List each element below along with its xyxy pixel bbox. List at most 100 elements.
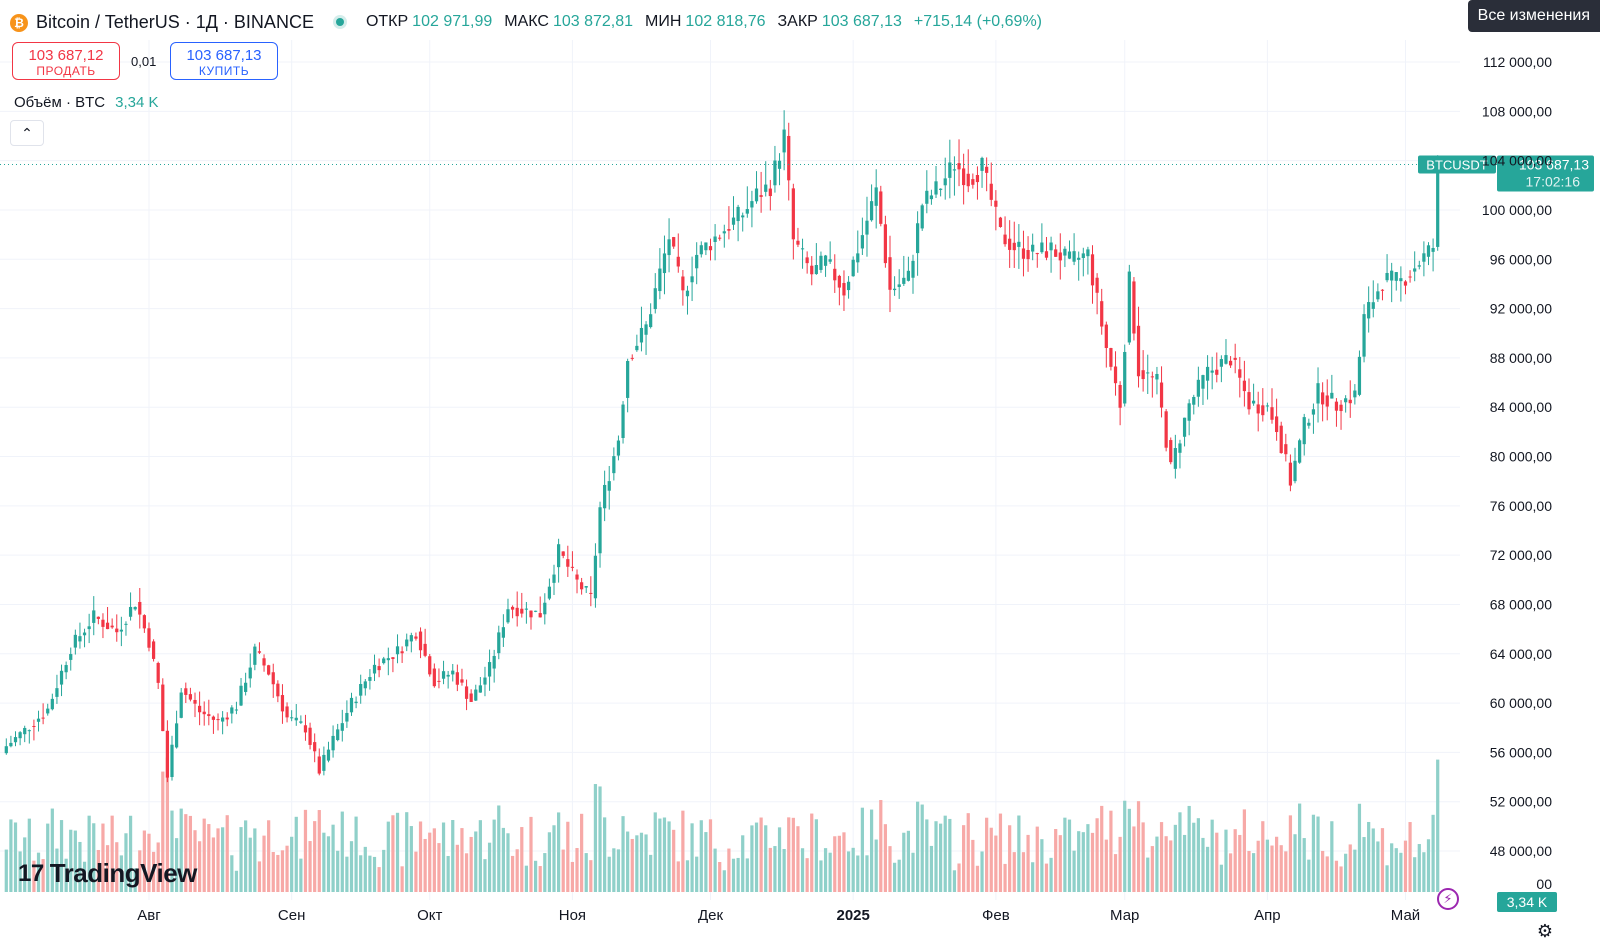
candle-body — [510, 606, 515, 610]
candle-body — [543, 602, 547, 615]
candle-body — [432, 668, 436, 687]
volume-bar — [612, 848, 616, 892]
volume-bar — [626, 831, 630, 892]
candle-body — [856, 253, 860, 263]
volume-bar — [1390, 843, 1394, 892]
volume-bar — [395, 812, 400, 892]
volume-bar — [207, 824, 211, 892]
candle-body — [1150, 376, 1154, 378]
volume-bar — [1063, 817, 1067, 892]
volume-bar — [897, 859, 901, 892]
volume-bar — [1003, 863, 1007, 892]
grid-layer — [0, 40, 1460, 900]
volume-bar — [170, 810, 174, 892]
candle-body — [741, 215, 745, 218]
candle-body — [253, 646, 257, 665]
candle-body — [745, 209, 749, 214]
volume-bar — [846, 851, 851, 892]
y-tick-label: 100 000,00 — [1482, 202, 1552, 218]
volume-bar — [73, 830, 77, 892]
candle-body — [754, 188, 759, 202]
volume-bar — [1081, 832, 1085, 892]
volume-bar — [1058, 835, 1062, 892]
volume-bar — [345, 856, 349, 892]
volume-bar — [556, 812, 561, 892]
candle-body — [382, 658, 386, 664]
volume-bar — [474, 831, 478, 892]
symbol-title[interactable]: Bitcoin / TetherUS · 1Д · BINANCE — [36, 11, 314, 32]
volume-bar — [727, 848, 731, 892]
candle-body — [695, 254, 699, 269]
volume-bar — [92, 823, 96, 892]
volume-legend[interactable]: Объём · BTC 3,34 K — [14, 94, 159, 111]
candle-body — [837, 275, 841, 288]
collapse-legend-button[interactable]: ⌃ — [10, 120, 44, 146]
candle-body — [78, 636, 82, 642]
candle-body — [55, 688, 59, 697]
candle-body — [929, 195, 934, 200]
candle-body — [248, 667, 252, 679]
volume-bar — [695, 856, 699, 892]
sell-button[interactable]: 103 687,12 ПРОДАТЬ — [12, 42, 120, 80]
axes: 48 000,00 52 000,00 56 000,00 60 000,00 64 0… — [137, 54, 1552, 924]
candle-body — [128, 606, 133, 617]
candle-body — [276, 683, 280, 697]
flash-icon[interactable]: ⚡ — [1437, 888, 1459, 910]
volume-bar — [133, 868, 137, 892]
candle-body — [810, 265, 814, 275]
all-changes-button[interactable]: Все изменения — [1467, 0, 1600, 32]
candle-body — [777, 160, 782, 169]
volume-bar — [1196, 818, 1200, 892]
volume-bar — [810, 813, 814, 892]
candle-body — [92, 610, 96, 623]
candle-body — [1288, 462, 1293, 486]
volume-bar — [754, 822, 759, 892]
volume-bar — [492, 819, 496, 892]
buy-button[interactable]: 103 687,13 КУПИТЬ — [170, 42, 278, 80]
symbol-tag-label: BTCUSDT — [1426, 157, 1487, 172]
candle-body — [612, 456, 616, 474]
candle-body — [23, 727, 27, 735]
volume-bar — [888, 846, 892, 892]
candle-body — [446, 674, 450, 677]
gear-icon[interactable]: ⚙ — [1536, 921, 1554, 941]
volume-bar — [1394, 848, 1398, 892]
candle-body — [662, 253, 667, 274]
candle-body — [317, 756, 321, 774]
candle-body — [607, 481, 611, 491]
volume-bar — [483, 859, 487, 892]
candle-body — [1109, 348, 1113, 367]
volume-bar — [1367, 821, 1371, 892]
volume-bar — [741, 835, 745, 892]
candle-body — [708, 246, 713, 251]
volume-bar — [644, 834, 648, 892]
candle-body — [257, 651, 262, 653]
volume-bar — [915, 801, 920, 892]
candle-body — [658, 268, 662, 292]
candle-body — [897, 284, 901, 287]
tradingview-logo[interactable]: 17 TradingView — [18, 858, 197, 889]
volume-bar — [1044, 863, 1049, 892]
candle-body — [1136, 325, 1141, 377]
candle-body — [994, 200, 998, 207]
candle-body — [1100, 301, 1104, 327]
volume-bar — [1077, 831, 1081, 892]
volume-bar — [699, 820, 703, 892]
volume-bar — [814, 819, 818, 892]
volume-bar — [225, 815, 229, 892]
volume-bar — [1201, 837, 1205, 892]
volume-bar — [823, 848, 828, 892]
candle-body — [869, 201, 874, 221]
volume-bar — [805, 858, 809, 892]
candle-body — [1081, 253, 1085, 259]
candle-body — [161, 684, 165, 732]
volume-bar — [188, 815, 193, 892]
candle-body — [27, 730, 31, 732]
candle-body — [188, 694, 193, 700]
y-tick-label: 104 000,00 — [1482, 153, 1552, 169]
volume-bar — [510, 855, 515, 892]
candle-body — [1339, 404, 1343, 412]
volume-bar — [1012, 852, 1016, 892]
candle-body — [336, 729, 340, 741]
